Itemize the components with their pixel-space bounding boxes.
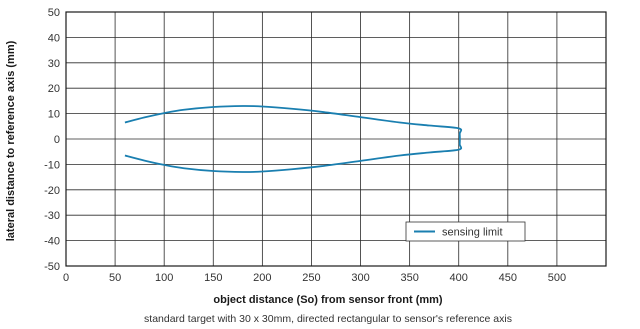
y-tick-label: -30 xyxy=(44,210,60,222)
y-tick-label: -20 xyxy=(44,185,60,197)
y-axis-title: lateral distance to reference axis (mm) xyxy=(5,40,17,241)
x-tick-labels: 0 50 100 150 200 250 300 350 400 450 500 xyxy=(63,272,566,284)
series-layer xyxy=(124,105,463,173)
x-tick-label: 100 xyxy=(155,272,173,284)
x-axis-title: object distance (So) from sensor front (… xyxy=(213,294,443,306)
x-tick-label: 200 xyxy=(253,272,271,284)
chart-note: standard target with 30 x 30mm, directed… xyxy=(144,313,512,325)
y-tick-label: 20 xyxy=(48,83,60,95)
series-line-sensing-limit xyxy=(124,105,463,173)
plot-frame xyxy=(65,11,607,267)
y-tick-label: -50 xyxy=(44,261,60,273)
legend: sensing limit xyxy=(405,221,526,242)
y-tick-label: 50 xyxy=(48,7,60,19)
x-tick-label: 0 xyxy=(63,272,69,284)
x-tick-label: 450 xyxy=(499,272,517,284)
y-tick-label: 40 xyxy=(48,32,60,44)
y-tick-label: 30 xyxy=(48,58,60,70)
x-tick-label: 150 xyxy=(204,272,222,284)
legend-box xyxy=(405,221,526,242)
x-tick-label: 500 xyxy=(548,272,566,284)
y-tick-labels: 50 40 30 20 10 0 -10 -20 -30 -40 -50 xyxy=(44,7,60,273)
y-tick-label: 0 xyxy=(54,134,60,146)
x-tick-label: 300 xyxy=(351,272,369,284)
x-tick-label: 350 xyxy=(400,272,418,284)
x-tick-label: 50 xyxy=(109,272,121,284)
y-tick-label: 10 xyxy=(48,109,60,121)
y-tick-label: -10 xyxy=(44,159,60,171)
x-tick-label: 250 xyxy=(302,272,320,284)
legend-label: sensing limit xyxy=(442,227,503,239)
x-tick-label: 400 xyxy=(450,272,468,284)
y-tick-label: -40 xyxy=(44,236,60,248)
